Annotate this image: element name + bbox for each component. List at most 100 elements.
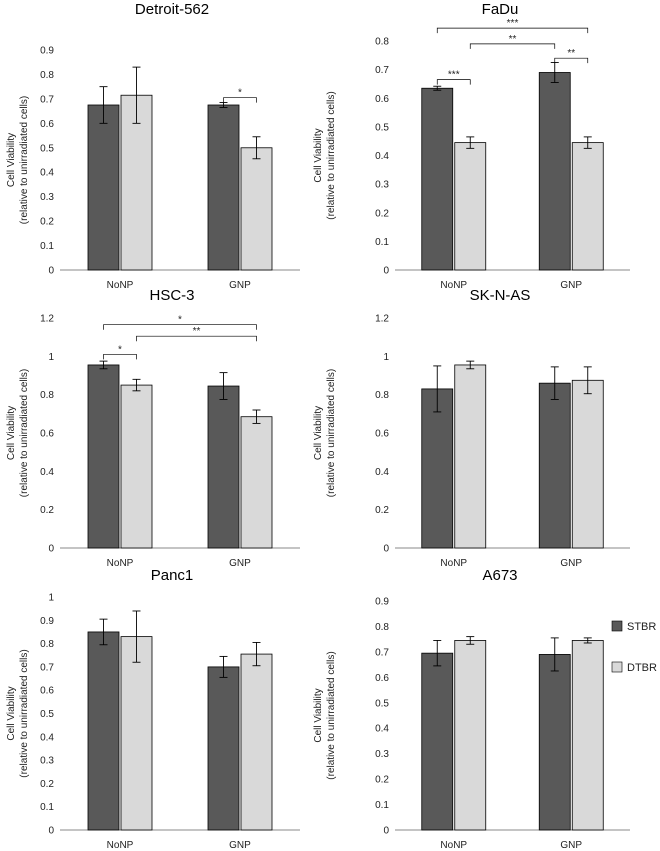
y-tick-label: 0.2 (375, 208, 389, 219)
y-tick-label: 0.2 (375, 775, 389, 786)
legend-swatch-stbr (611, 620, 623, 632)
y-tick-label: 0 (383, 266, 389, 277)
significance-label: ** (193, 326, 201, 337)
y-tick-label: 0.8 (40, 639, 54, 650)
x-category-label: NoNP (440, 558, 467, 569)
bar-stbr-gnp (207, 385, 240, 549)
legend-label-stbr: STBR (627, 621, 656, 633)
chart-panel-3: HSC-3 Cell Viability (relative to unirradi… (6, 287, 300, 569)
significance-bracket (469, 43, 556, 49)
y-axis-label: Cell Viability (6, 133, 17, 187)
x-category-label: GNP (560, 280, 582, 291)
y-tick-label: 0.2 (40, 217, 54, 228)
bar-dtbr-gnp (571, 379, 604, 549)
y-axis-label: Cell Viability (6, 406, 17, 460)
y-tick-label: 0.5 (40, 709, 54, 720)
y-tick-label: 1 (383, 352, 389, 363)
significance-bracket (103, 354, 137, 360)
y-tick-label: 0.9 (40, 616, 54, 627)
y-tick-label: 0.2 (40, 779, 54, 790)
y-tick-label: 0 (383, 826, 389, 837)
chart-title: FaDu (482, 1, 519, 18)
bar-dtbr-nonp (454, 364, 487, 549)
y-tick-label: 0.3 (40, 192, 54, 203)
bar-stbr-gnp (207, 104, 240, 271)
bar-stbr-nonp (87, 364, 120, 549)
x-category-label: NoNP (440, 280, 467, 291)
legend-label-dtbr: DTBR (627, 662, 657, 674)
y-axis-label: Cell Viability (313, 128, 324, 182)
significance-bracket (436, 27, 589, 34)
y-tick-label: 0.3 (40, 756, 54, 767)
y-tick-label: 0.6 (375, 94, 389, 105)
y-tick-label: 0.2 (40, 505, 54, 516)
y-tick-label: 0.8 (40, 70, 54, 81)
y-tick-label: 0.4 (375, 467, 389, 478)
y-tick-label: 0 (383, 544, 389, 555)
y-axis-label: Cell Viability (6, 686, 17, 740)
bar-stbr-gnp (538, 382, 571, 549)
y-tick-label: 0.4 (375, 724, 389, 735)
legend: STBR DTBR (611, 620, 657, 674)
y-tick-label: 0.4 (40, 467, 54, 478)
significance-label: * (238, 88, 242, 99)
chart-title: SK-N-AS (470, 287, 531, 304)
y-tick-label: 0.5 (40, 143, 54, 154)
y-tick-label: 1.2 (40, 314, 54, 325)
y-tick-label: 0.1 (40, 802, 54, 813)
y-tick-label: 0 (48, 266, 54, 277)
significance-bracket (223, 97, 257, 103)
bar-stbr-gnp (538, 654, 571, 831)
x-category-label: NoNP (107, 840, 134, 851)
bar-dtbr-nonp (120, 94, 153, 271)
y-tick-label: 0.3 (375, 749, 389, 760)
y-axis-label: (relative to unirradiated cells) (19, 369, 30, 497)
y-tick-label: 0.8 (375, 390, 389, 401)
y-tick-label: 0 (48, 826, 54, 837)
chart-panel-5: Panc1 Cell Viability (relative to unirradi… (6, 567, 300, 851)
chart-panel-4: SK-N-AS Cell Viability (relative to unirra… (313, 287, 630, 569)
y-axis-label: (relative to unirradiated cells) (19, 96, 30, 224)
x-category-label: NoNP (440, 840, 467, 851)
y-tick-label: 0.1 (375, 237, 389, 248)
chart-panel-6: A673 Cell Viability (relative to unirradia… (313, 567, 630, 851)
legend-swatch-dtbr (611, 661, 623, 673)
x-category-label: NoNP (107, 280, 134, 291)
y-tick-label: 0.8 (375, 37, 389, 48)
chart-title: Detroit-562 (135, 1, 209, 18)
y-tick-label: 0.7 (40, 94, 54, 105)
bar-stbr-nonp (87, 631, 120, 831)
bar-dtbr-gnp (571, 142, 604, 271)
y-tick-label: 0.6 (375, 429, 389, 440)
y-tick-label: 0.6 (40, 429, 54, 440)
x-category-label: GNP (229, 558, 251, 569)
y-tick-label: 0.2 (375, 505, 389, 516)
chart-panel-2: FaDu Cell Viability (relative to unirradia… (313, 1, 630, 291)
x-category-label: GNP (229, 840, 251, 851)
y-tick-label: 0.9 (375, 597, 389, 608)
x-category-label: GNP (560, 558, 582, 569)
y-tick-label: 0.8 (40, 390, 54, 401)
bar-stbr-nonp (87, 104, 120, 271)
chart-title: HSC-3 (149, 287, 194, 304)
y-tick-label: 0.6 (40, 686, 54, 697)
bar-dtbr-nonp (454, 142, 487, 271)
bar-dtbr-gnp (240, 653, 273, 831)
chart-panel-1: Detroit-562 Cell Viability (relative to un… (6, 1, 300, 291)
y-axis-label: (relative to unirradiated cells) (19, 649, 30, 777)
y-tick-label: 0.7 (40, 662, 54, 673)
significance-label: ** (509, 34, 517, 45)
y-tick-label: 0.5 (375, 698, 389, 709)
y-tick-label: 0.4 (375, 151, 389, 162)
y-tick-label: 0.4 (40, 732, 54, 743)
significance-bracket (436, 79, 471, 85)
y-tick-label: 0.3 (375, 180, 389, 191)
bar-stbr-gnp (207, 666, 240, 831)
y-axis-label: (relative to unirradiated cells) (326, 369, 337, 497)
y-tick-label: 0.8 (375, 622, 389, 633)
y-tick-label: 0.4 (40, 168, 54, 179)
y-tick-label: 0.1 (40, 241, 54, 252)
y-axis-label: (relative to unirradiated cells) (326, 651, 337, 779)
bar-dtbr-nonp (120, 636, 153, 831)
